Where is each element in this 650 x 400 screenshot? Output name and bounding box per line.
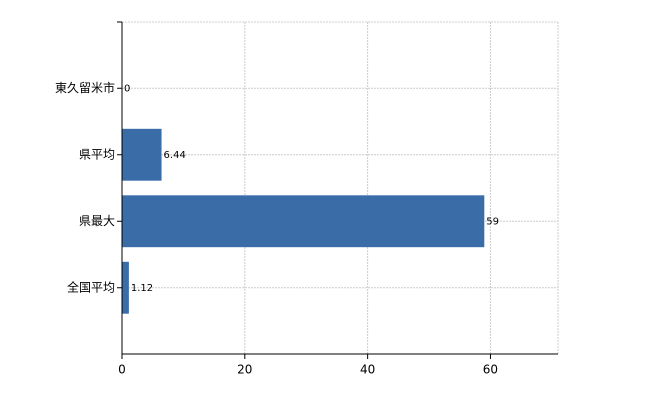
value-label: 59 [486, 216, 499, 227]
y-tick-label: 県平均 [79, 147, 115, 161]
bar [122, 128, 162, 181]
x-tick-label: 60 [483, 363, 498, 377]
x-tick-label: 0 [118, 363, 126, 377]
value-label: 6.44 [164, 150, 186, 161]
x-tick-label: 40 [360, 363, 375, 377]
value-label: 1.12 [131, 283, 153, 294]
y-tick-label: 県最大 [79, 214, 115, 228]
bar [122, 261, 129, 314]
bar [122, 195, 485, 248]
y-tick-label: 東久留米市 [55, 80, 115, 95]
x-tick-label: 20 [237, 363, 252, 377]
y-tick-label: 全国平均 [67, 279, 115, 294]
value-label: 0 [124, 83, 130, 94]
